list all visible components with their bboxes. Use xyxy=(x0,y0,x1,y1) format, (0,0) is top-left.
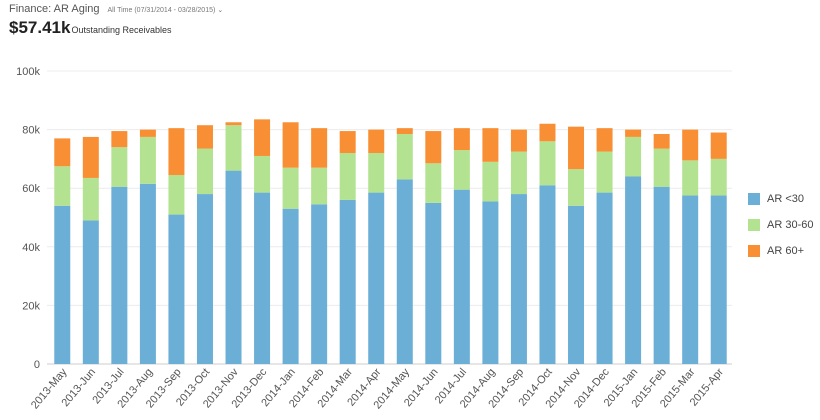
kpi-row: $57.41k Outstanding Receivables xyxy=(9,18,223,38)
chevron-down-icon: ⌄ xyxy=(217,7,224,14)
bar-segment[interactable] xyxy=(254,119,271,156)
y-tick-label: 80k xyxy=(22,125,40,137)
bar-segment[interactable] xyxy=(625,129,642,137)
bar-segment[interactable] xyxy=(225,170,242,364)
bar-segment[interactable] xyxy=(568,169,585,206)
legend-label: AR 30-60 xyxy=(767,219,814,231)
bar-segment[interactable] xyxy=(282,208,299,364)
bar-segment[interactable] xyxy=(682,129,699,161)
bar-segment[interactable] xyxy=(539,185,556,364)
bar-segment[interactable] xyxy=(396,128,413,134)
bar-segment[interactable] xyxy=(54,166,71,206)
bar-segment[interactable] xyxy=(54,205,71,364)
bar-segment[interactable] xyxy=(510,151,527,195)
bar-segment[interactable] xyxy=(625,176,642,364)
bar-segment[interactable] xyxy=(225,125,242,171)
bar-segment[interactable] xyxy=(196,194,213,364)
legend-item[interactable]: AR 30-60 xyxy=(748,218,813,232)
bar-segment[interactable] xyxy=(510,129,527,152)
bar-segment[interactable] xyxy=(168,175,185,215)
bar-segment[interactable] xyxy=(482,161,499,202)
bar-segment[interactable] xyxy=(368,129,385,154)
bar-segment[interactable] xyxy=(710,195,727,364)
bar-segment[interactable] xyxy=(82,136,99,178)
legend-swatch xyxy=(748,245,760,257)
bar-segment[interactable] xyxy=(82,220,99,364)
legend-label: AR <30 xyxy=(767,193,804,205)
bar-segment[interactable] xyxy=(568,205,585,364)
bar-segment[interactable] xyxy=(710,158,727,196)
bar-segment[interactable] xyxy=(168,128,185,176)
y-tick-label: 40k xyxy=(22,242,40,254)
bar-segment[interactable] xyxy=(453,128,470,151)
y-tick-label: 60k xyxy=(22,183,40,195)
chart-header: Finance: AR Aging All Time (07/31/2014 -… xyxy=(9,3,223,38)
bar-segment[interactable] xyxy=(82,177,99,221)
bar-segment[interactable] xyxy=(568,126,585,170)
bar-segment[interactable] xyxy=(596,128,613,152)
bar-segment[interactable] xyxy=(196,125,213,149)
bar-segment[interactable] xyxy=(482,128,499,162)
bar-segment[interactable] xyxy=(282,122,299,168)
bar-segment[interactable] xyxy=(139,136,156,184)
bar-segment[interactable] xyxy=(254,155,271,193)
bar-segment[interactable] xyxy=(396,179,413,364)
bar-segment[interactable] xyxy=(111,147,128,187)
bar-segment[interactable] xyxy=(653,186,670,364)
bar-segment[interactable] xyxy=(311,167,328,205)
bar-segment[interactable] xyxy=(682,195,699,364)
bar-segment[interactable] xyxy=(282,167,299,209)
bar-segment[interactable] xyxy=(311,128,328,168)
bar-segment[interactable] xyxy=(311,204,328,364)
bar-segment[interactable] xyxy=(453,189,470,364)
bar-segment[interactable] xyxy=(368,153,385,193)
bar-segment[interactable] xyxy=(225,122,242,126)
bar-segment[interactable] xyxy=(653,148,670,187)
bar-segment[interactable] xyxy=(653,133,670,149)
legend-swatch xyxy=(748,219,760,231)
bar-segment[interactable] xyxy=(596,192,613,364)
page-title: Finance: AR Aging xyxy=(9,3,100,15)
bar-segment[interactable] xyxy=(54,138,71,167)
bar-segment[interactable] xyxy=(425,163,442,203)
bar-segment[interactable] xyxy=(482,201,499,364)
bar-segment[interactable] xyxy=(539,141,556,186)
bar-segment[interactable] xyxy=(254,192,271,364)
legend-label: AR 60+ xyxy=(767,245,804,257)
date-range-label: All Time (07/31/2014 - 03/28/2015) xyxy=(107,7,216,14)
bar-segment[interactable] xyxy=(453,150,470,190)
bar-segment[interactable] xyxy=(111,131,128,148)
legend-item[interactable]: AR <30 xyxy=(748,192,813,206)
bar-segment[interactable] xyxy=(339,131,356,154)
y-tick-label: 20k xyxy=(22,300,40,312)
bar-segment[interactable] xyxy=(425,131,442,164)
bar-segment[interactable] xyxy=(539,123,556,142)
bar-segment[interactable] xyxy=(425,202,442,364)
kpi-value: $57.41k xyxy=(9,18,71,37)
bar-segment[interactable] xyxy=(682,160,699,196)
kpi-label: Outstanding Receivables xyxy=(71,25,172,35)
bar-segment[interactable] xyxy=(168,214,185,364)
bar-segment[interactable] xyxy=(339,153,356,200)
bar-segment[interactable] xyxy=(625,136,642,177)
bar-segment[interactable] xyxy=(510,194,527,364)
bar-segment[interactable] xyxy=(139,129,156,137)
bar-segment[interactable] xyxy=(710,132,727,159)
y-tick-label: 100k xyxy=(16,66,40,78)
title-row: Finance: AR Aging All Time (07/31/2014 -… xyxy=(9,3,223,15)
bar-segment[interactable] xyxy=(396,133,413,180)
date-range-dropdown[interactable]: All Time (07/31/2014 - 03/28/2015) ⌄ xyxy=(108,6,224,14)
bar-segment[interactable] xyxy=(596,151,613,193)
bar-segment[interactable] xyxy=(139,183,156,364)
chart-legend: AR <30 AR 30-60 AR 60+ xyxy=(748,192,813,270)
bar-segment[interactable] xyxy=(111,186,128,364)
bar-segment[interactable] xyxy=(368,192,385,364)
legend-swatch xyxy=(748,193,760,205)
bar-segment[interactable] xyxy=(196,148,213,195)
bar-segment[interactable] xyxy=(339,199,356,364)
legend-item[interactable]: AR 60+ xyxy=(748,244,813,258)
y-tick-label: 0 xyxy=(34,359,40,371)
